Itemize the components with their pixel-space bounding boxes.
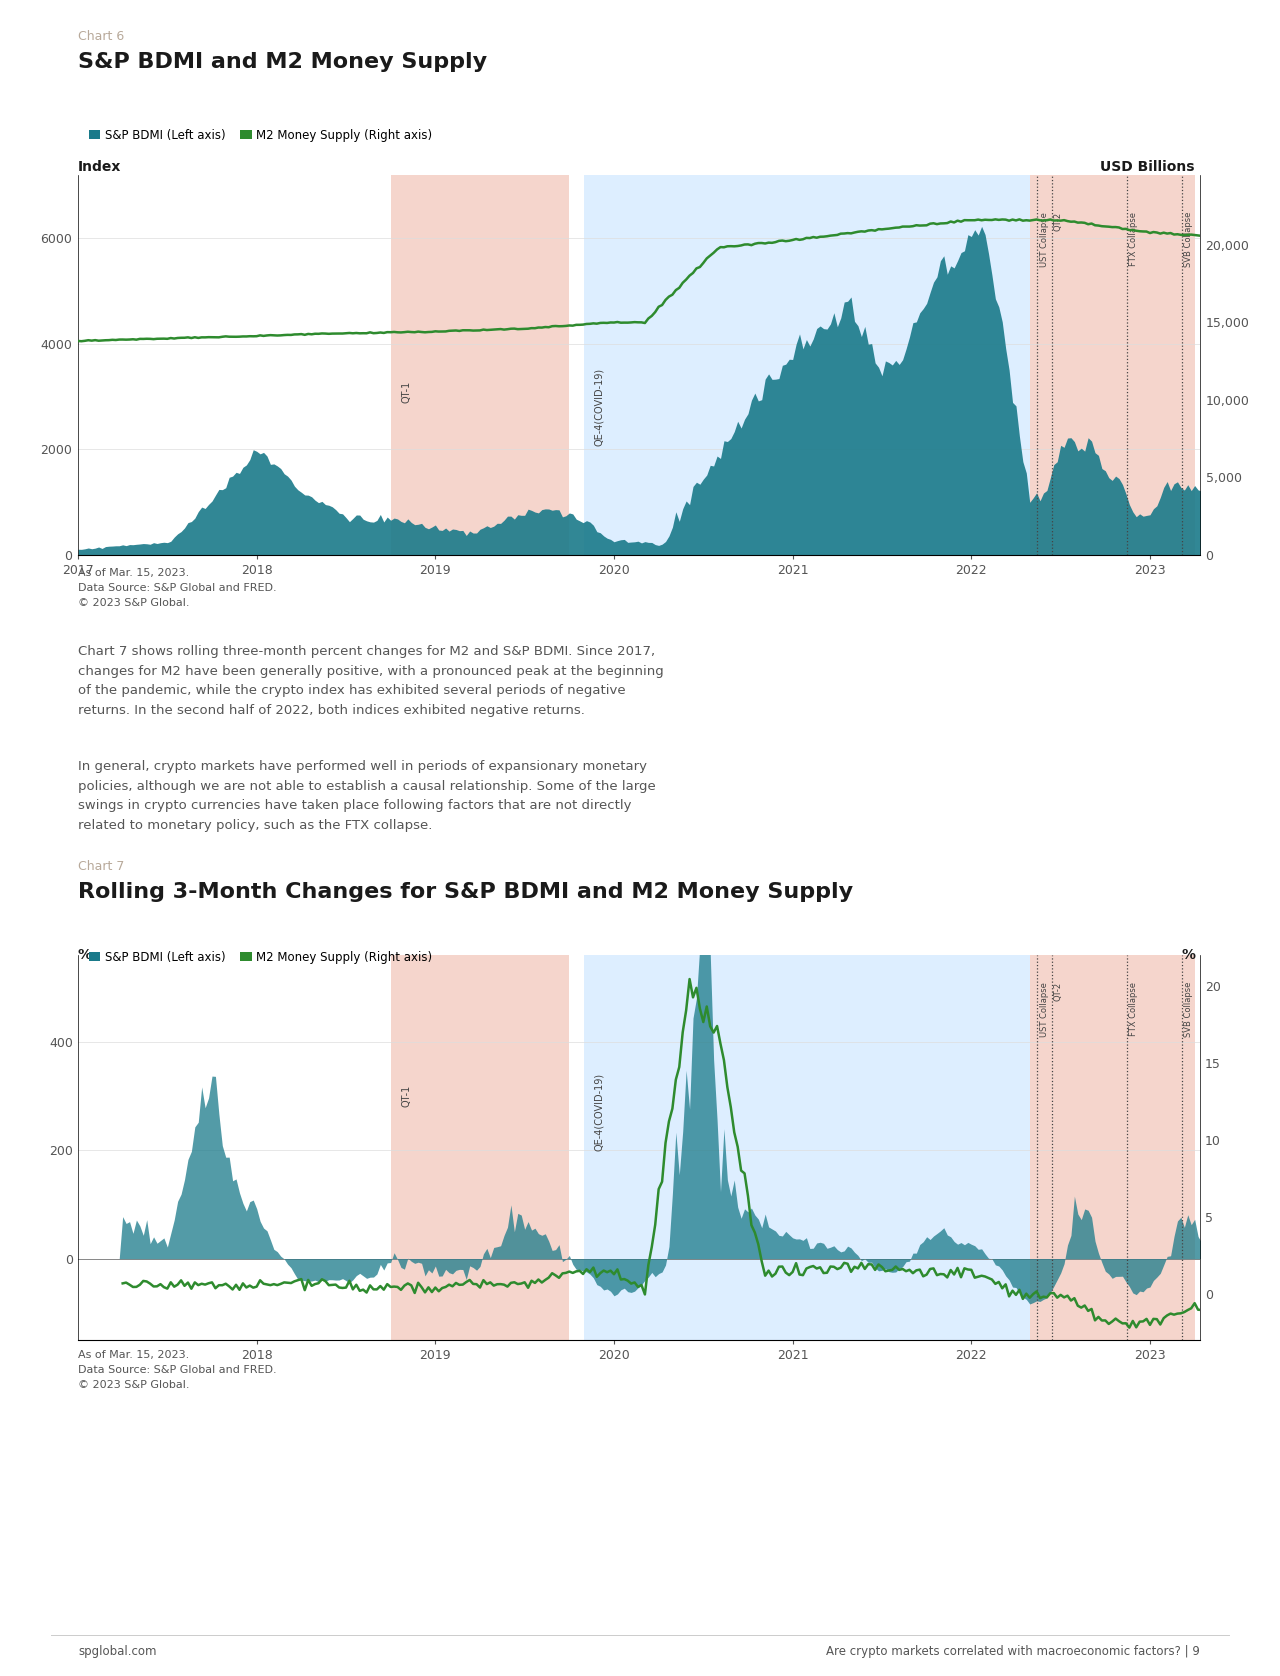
Text: USD Billions: USD Billions (1101, 159, 1196, 174)
Legend: S&P BDMI (Left axis), M2 Money Supply (Right axis): S&P BDMI (Left axis), M2 Money Supply (R… (84, 945, 438, 969)
Text: QT-1: QT-1 (402, 1084, 411, 1108)
Text: FTX Collapse: FTX Collapse (1129, 211, 1138, 266)
Text: Rolling 3-Month Changes for S&P BDMI and M2 Money Supply: Rolling 3-Month Changes for S&P BDMI and… (78, 882, 854, 902)
Text: spglobal.com: spglobal.com (78, 1646, 156, 1658)
Text: As of Mar. 15, 2023.
Data Source: S&P Global and FRED.
© 2023 S&P Global.: As of Mar. 15, 2023. Data Source: S&P Gl… (78, 568, 276, 608)
Text: QT-2: QT-2 (1053, 211, 1062, 231)
Text: Index: Index (78, 159, 122, 174)
Bar (584, 955, 1030, 1341)
Text: Chart 7: Chart 7 (78, 860, 124, 873)
Text: QT-2: QT-2 (1053, 982, 1062, 1001)
Text: UST Collapse: UST Collapse (1039, 211, 1048, 266)
Text: Are crypto markets correlated with macroeconomic factors? | 9: Are crypto markets correlated with macro… (826, 1646, 1201, 1658)
Text: %: % (78, 949, 92, 962)
Text: QE-4(COVID-19): QE-4(COVID-19) (594, 1073, 604, 1151)
Text: As of Mar. 15, 2023.
Data Source: S&P Global and FRED.
© 2023 S&P Global.: As of Mar. 15, 2023. Data Source: S&P Gl… (78, 1349, 276, 1389)
Text: In general, crypto markets have performed well in periods of expansionary moneta: In general, crypto markets have performe… (78, 759, 655, 831)
Bar (1030, 955, 1194, 1341)
Bar (390, 174, 570, 555)
Text: Chart 7 shows rolling three-month percent changes for M2 and S&P BDMI. Since 201: Chart 7 shows rolling three-month percen… (78, 645, 664, 717)
Text: QT-1: QT-1 (402, 380, 411, 402)
Bar (1030, 174, 1194, 555)
Legend: S&P BDMI (Left axis), M2 Money Supply (Right axis): S&P BDMI (Left axis), M2 Money Supply (R… (84, 124, 438, 146)
Text: QE-4(COVID-19): QE-4(COVID-19) (594, 369, 604, 446)
Text: UST Collapse: UST Collapse (1039, 982, 1048, 1037)
Text: SVB Collapse: SVB Collapse (1184, 982, 1193, 1037)
Bar (584, 174, 1030, 555)
Text: Chart 6: Chart 6 (78, 30, 124, 44)
Bar (390, 955, 570, 1341)
Text: %: % (1181, 949, 1196, 962)
Text: S&P BDMI and M2 Money Supply: S&P BDMI and M2 Money Supply (78, 52, 488, 72)
Text: SVB Collapse: SVB Collapse (1184, 211, 1193, 266)
Text: FTX Collapse: FTX Collapse (1129, 982, 1138, 1036)
